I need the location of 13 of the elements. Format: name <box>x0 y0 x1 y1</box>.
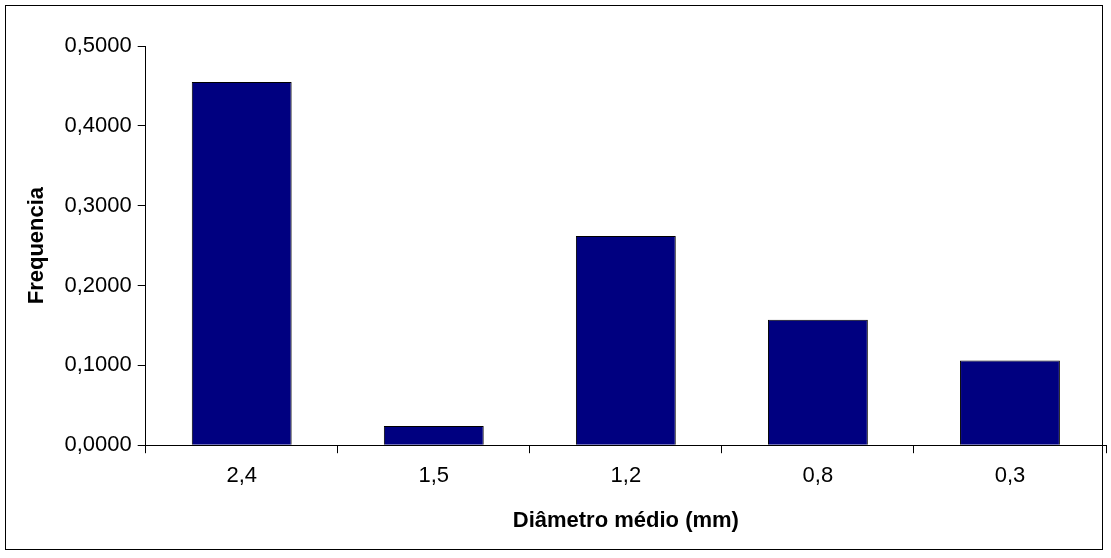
y-tick-label: 0,5000 <box>64 32 132 58</box>
x-tick-label: 1,2 <box>610 462 642 488</box>
y-tick-label: 0,0000 <box>64 431 132 457</box>
x-tick-label: 0,3 <box>994 462 1026 488</box>
x-tick-label: 1,5 <box>418 462 450 488</box>
y-tick-label: 0,3000 <box>64 191 132 217</box>
y-axis-title: Frequencia <box>23 186 49 305</box>
x-axis-title: Diâmetro médio (mm) <box>512 506 739 532</box>
x-tick-label: 2,4 <box>226 462 258 488</box>
y-tick-label: 0,4000 <box>64 111 132 137</box>
x-tick-label: 0,8 <box>802 462 834 488</box>
y-tick-label: 0,1000 <box>64 351 132 377</box>
y-tick-label: 0,2000 <box>64 271 132 297</box>
